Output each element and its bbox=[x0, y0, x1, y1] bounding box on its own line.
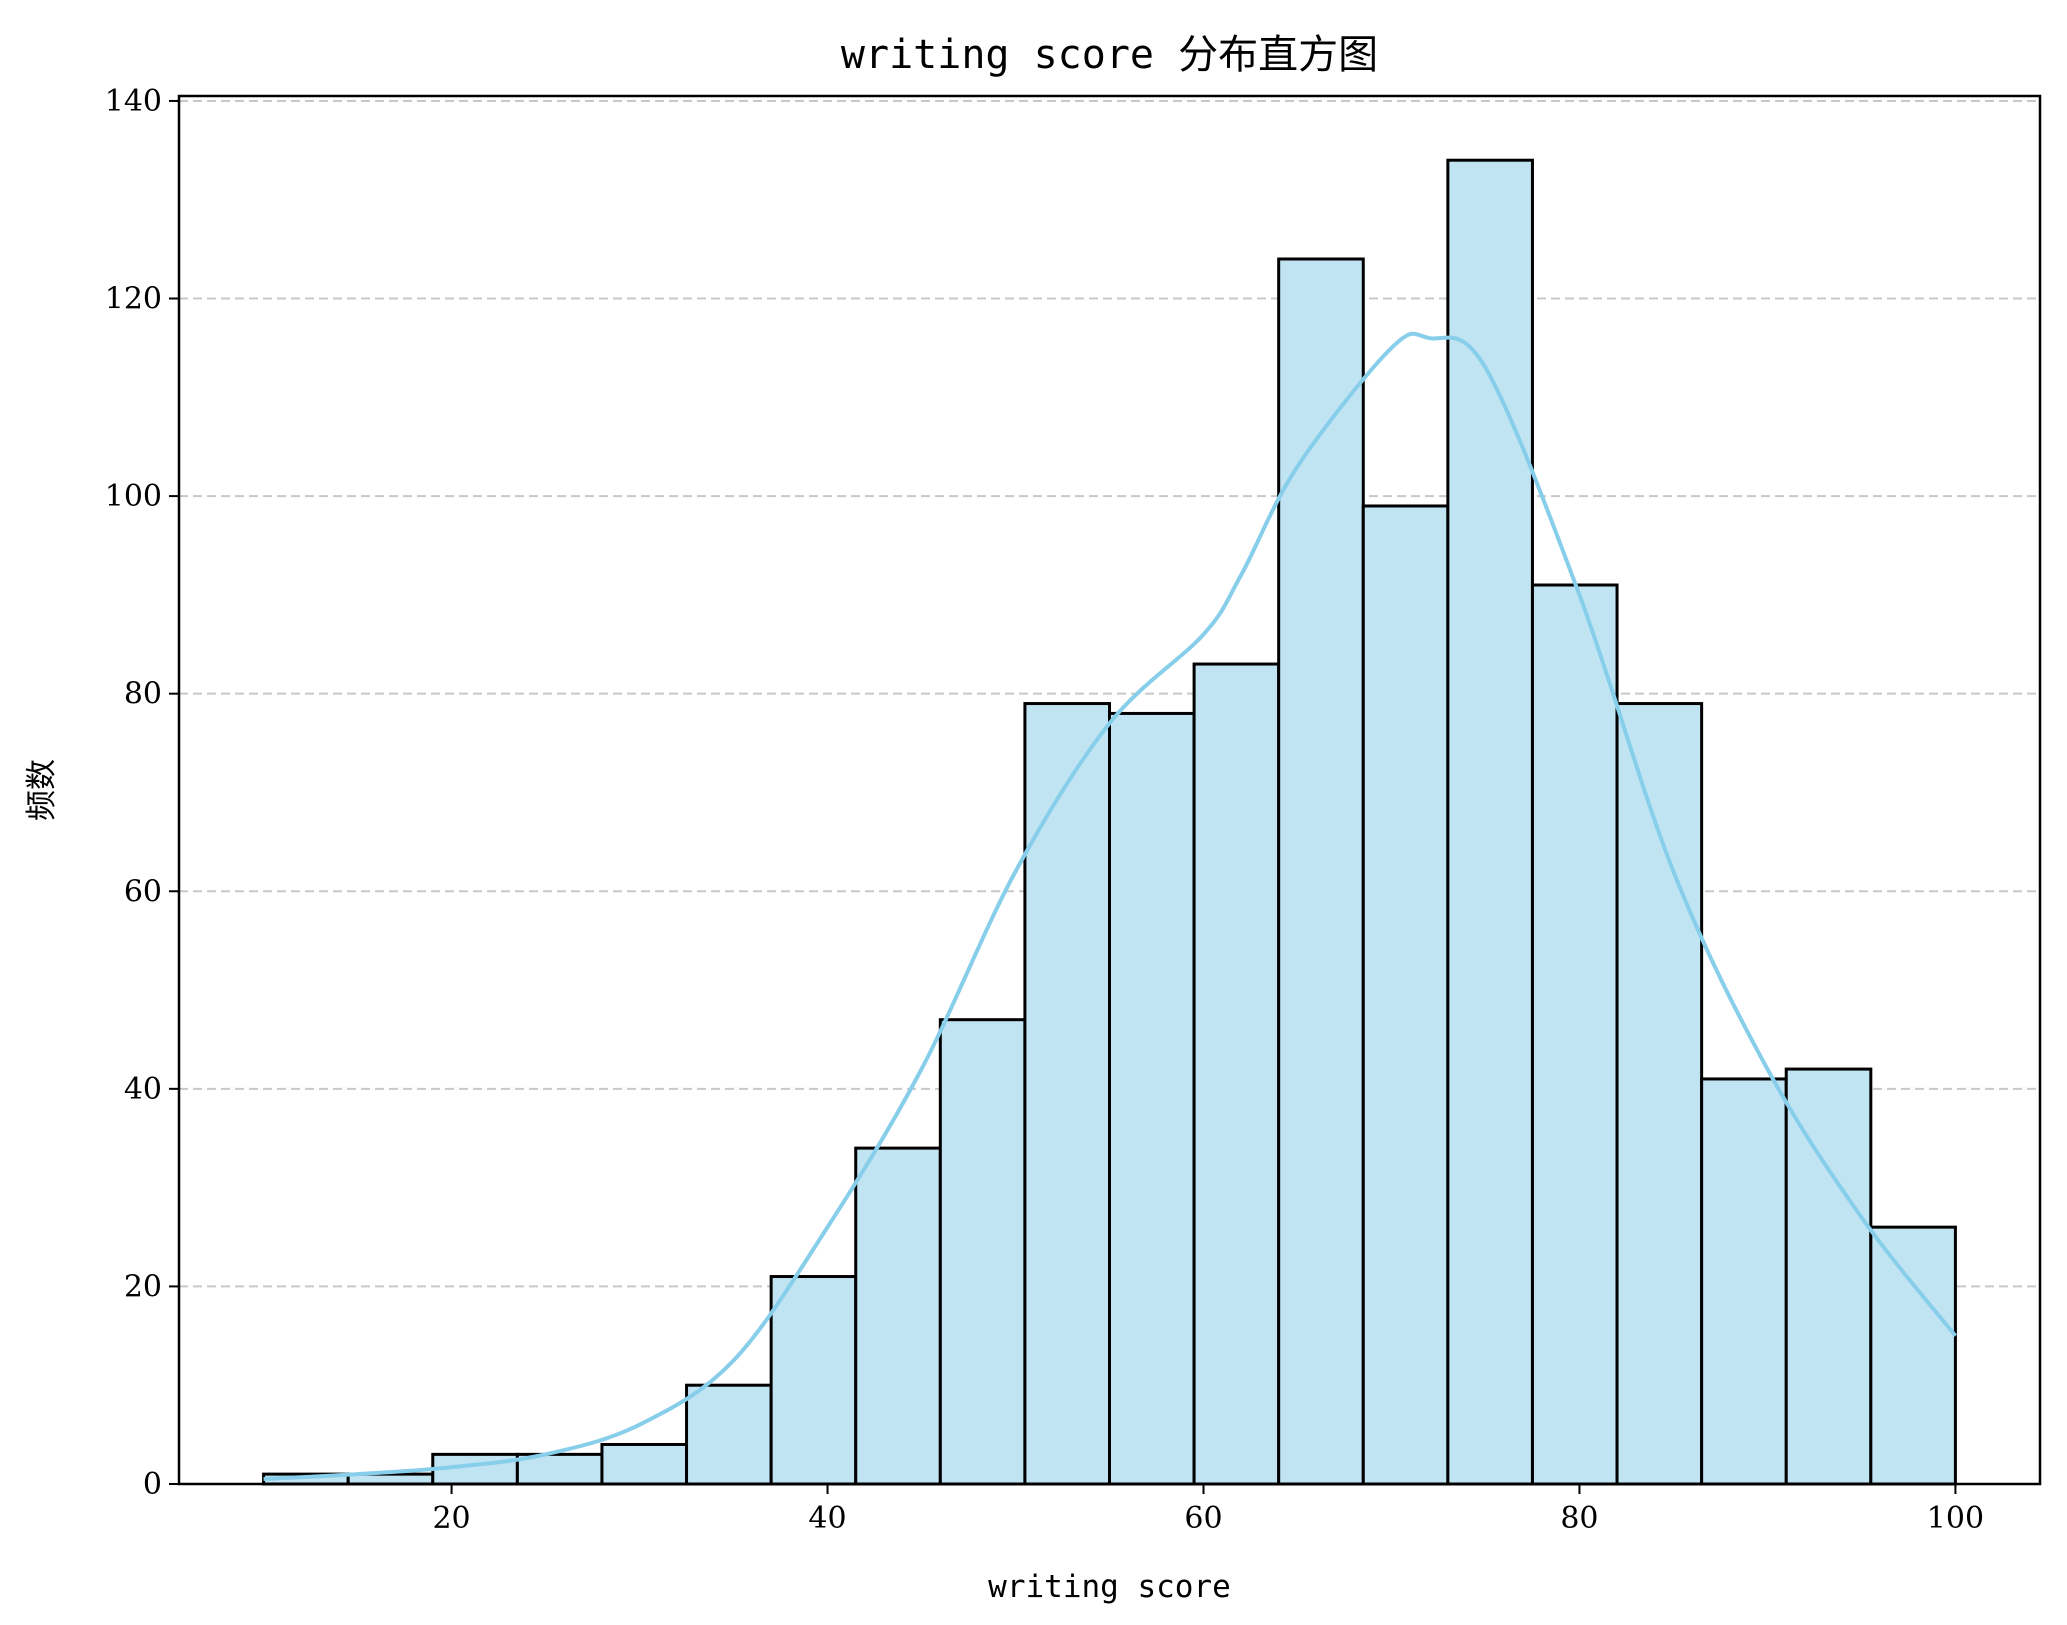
histogram-bar-10 bbox=[1023, 702, 1111, 1486]
bars-layer bbox=[262, 158, 1957, 1486]
kde-curve bbox=[263, 331, 1957, 1482]
y-tick-label-120: 120 bbox=[105, 282, 162, 317]
y-axis-label: 频数 bbox=[24, 759, 60, 821]
y-tick-label-80: 80 bbox=[124, 677, 162, 712]
histogram-bar-18 bbox=[1700, 1077, 1788, 1486]
histogram-bar-8 bbox=[854, 1146, 942, 1486]
histogram-bar-7 bbox=[769, 1275, 858, 1486]
histogram-bar-15 bbox=[1446, 158, 1534, 1486]
histogram-bar-11 bbox=[1108, 711, 1196, 1486]
histogram-bar-17 bbox=[1615, 702, 1704, 1486]
histogram-bar-9 bbox=[938, 1018, 1027, 1486]
histogram-bar-20 bbox=[1869, 1225, 1957, 1486]
y-tick-label-60: 60 bbox=[124, 874, 162, 909]
y-tick-label-140: 140 bbox=[105, 84, 162, 119]
histogram-bar-12 bbox=[1192, 662, 1281, 1486]
axes-layer: 20 40 60 80 100 0 20 40 60 80 100 120 140 bbox=[105, 84, 2042, 1536]
histogram-bar-5 bbox=[600, 1442, 689, 1486]
plot-frame bbox=[177, 94, 2042, 1486]
x-tick-label-20: 20 bbox=[432, 1501, 470, 1536]
x-tick-label-100: 100 bbox=[1927, 1501, 1984, 1536]
chart-title: writing score 分布直方图 bbox=[841, 32, 1378, 78]
histogram-bar-19 bbox=[1784, 1067, 1873, 1486]
y-tick-label-0: 0 bbox=[143, 1467, 162, 1502]
histogram-bar-13 bbox=[1277, 257, 1365, 1486]
kde-layer bbox=[263, 331, 1957, 1482]
y-tick-label-20: 20 bbox=[124, 1269, 162, 1304]
x-tick-label-60: 60 bbox=[1184, 1501, 1222, 1536]
y-tick-label-40: 40 bbox=[124, 1072, 162, 1107]
histogram-bar-6 bbox=[685, 1383, 773, 1486]
x-tick-label-40: 40 bbox=[808, 1501, 846, 1536]
x-axis-label: writing score bbox=[988, 1569, 1231, 1605]
x-tick-label-80: 80 bbox=[1560, 1501, 1598, 1536]
histogram-bar-14 bbox=[1361, 504, 1450, 1486]
histogram-bar-16 bbox=[1530, 583, 1619, 1486]
y-tick-label-100: 100 bbox=[105, 479, 162, 514]
